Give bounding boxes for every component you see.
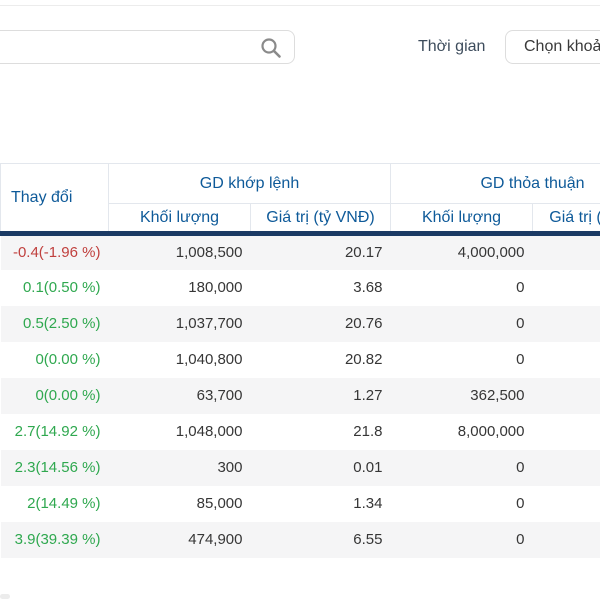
change-cell: -0.4(-1.96 %): [12, 244, 101, 262]
table-row[interactable]: 0.1(0.50 %) 180,000 3.68 0: [1, 270, 600, 306]
matched-volume-cell: 180,000: [188, 279, 243, 296]
put-through-volume-cell: 8,000,000: [457, 423, 525, 440]
change-cell: 0(0.00 %): [35, 351, 101, 368]
put-through-volume-cell: 0: [516, 531, 525, 548]
put-through-volume-cell: 4,000,000: [457, 244, 525, 262]
column-header-matched-volume: Khối lượng: [108, 203, 251, 236]
put-through-value-cell: [533, 522, 600, 558]
table-row[interactable]: -0.4(-1.96 %) 1,008,500 20.17 4,000,000: [0, 233, 600, 270]
put-through-volume-cell: 362,500: [470, 387, 525, 404]
matched-value-cell: 20.76: [344, 315, 383, 332]
change-cell: 3.9(39.39 %): [14, 531, 101, 548]
put-through-volume-cell: 0: [516, 351, 525, 368]
time-range-label: Thời gian: [418, 38, 486, 55]
stock-table-wrap: Thay đổi GD khớp lệnh GD thỏa thuận Khối…: [0, 163, 600, 558]
column-group-matched-orders: GD khớp lệnh: [108, 163, 391, 204]
put-through-volume-cell: 0: [516, 315, 525, 332]
column-header-matched-value: Giá trị (tỷ VNĐ): [250, 203, 391, 236]
horizontal-scrollbar-thumb[interactable]: [0, 594, 10, 599]
put-through-volume-cell: 0: [516, 495, 525, 512]
put-through-value-cell: [533, 486, 600, 522]
change-cell: 0(0.00 %): [35, 387, 101, 404]
put-through-value-cell: [533, 342, 600, 378]
column-header-put-through-value: Giá trị (tỷ VNĐ): [531, 203, 600, 236]
column-header-put-through-volume: Khối lượng: [390, 203, 533, 236]
search-icon[interactable]: [259, 36, 283, 60]
table-row[interactable]: 3.9(39.39 %) 474,900 6.55 0: [0, 521, 600, 558]
table-row[interactable]: 0.5(2.50 %) 1,037,700 20.76 0: [0, 305, 600, 342]
top-divider: [0, 5, 600, 6]
change-cell: 0.5(2.50 %): [22, 315, 101, 332]
put-through-value-cell: [533, 270, 600, 306]
matched-value-cell: 20.82: [344, 351, 383, 368]
matched-volume-cell: 1,048,000: [175, 423, 243, 440]
matched-value-cell: 6.55: [353, 531, 383, 548]
change-cell: 2.3(14.56 %): [14, 459, 101, 476]
put-through-volume-cell: 0: [516, 459, 525, 476]
matched-value-cell: 1.34: [353, 495, 383, 512]
put-through-value-cell: [533, 450, 600, 486]
put-through-value-cell: [533, 306, 600, 342]
column-group-put-through: GD thỏa thuận: [389, 163, 600, 204]
matched-value-cell: 20.17: [344, 244, 383, 262]
table-row[interactable]: 0(0.00 %) 1,040,800 20.82 0: [1, 342, 600, 378]
column-header-change: Thay đổi: [0, 163, 109, 236]
put-through-value-cell: [533, 234, 600, 270]
table-row[interactable]: 0(0.00 %) 63,700 1.27 362,500: [0, 377, 600, 414]
put-through-value-cell: [533, 414, 600, 450]
matched-volume-cell: 1,040,800: [175, 351, 243, 368]
table-row[interactable]: 2.7(14.92 %) 1,048,000 21.8 8,000,000: [1, 414, 600, 450]
stock-table: Thay đổi GD khớp lệnh GD thỏa thuận Khối…: [0, 163, 600, 558]
table-row[interactable]: 2.3(14.56 %) 300 0.01 0: [0, 449, 600, 486]
change-cell: 2.7(14.92 %): [14, 423, 101, 440]
change-cell: 2(14.49 %): [27, 495, 101, 512]
change-cell: 0.1(0.50 %): [22, 279, 101, 296]
put-through-volume-cell: 0: [516, 279, 525, 296]
matched-volume-cell: 474,900: [188, 531, 243, 548]
matched-volume-cell: 1,008,500: [175, 244, 243, 262]
matched-volume-cell: 1,037,700: [175, 315, 243, 332]
matched-volume-cell: 85,000: [196, 495, 243, 512]
matched-value-cell: 21.8: [353, 423, 383, 440]
search-box: [0, 30, 295, 64]
matched-volume-cell: 300: [217, 459, 243, 476]
put-through-value-cell: [533, 378, 600, 414]
matched-value-cell: 3.68: [353, 279, 383, 296]
matched-value-cell: 1.27: [353, 387, 383, 404]
time-range-select[interactable]: Chọn khoảng thời gian: [505, 30, 600, 64]
matched-volume-cell: 63,700: [196, 387, 243, 404]
search-input[interactable]: [9, 31, 239, 63]
matched-value-cell: 0.01: [353, 459, 383, 476]
table-row[interactable]: 2(14.49 %) 85,000 1.34 0: [1, 486, 600, 522]
